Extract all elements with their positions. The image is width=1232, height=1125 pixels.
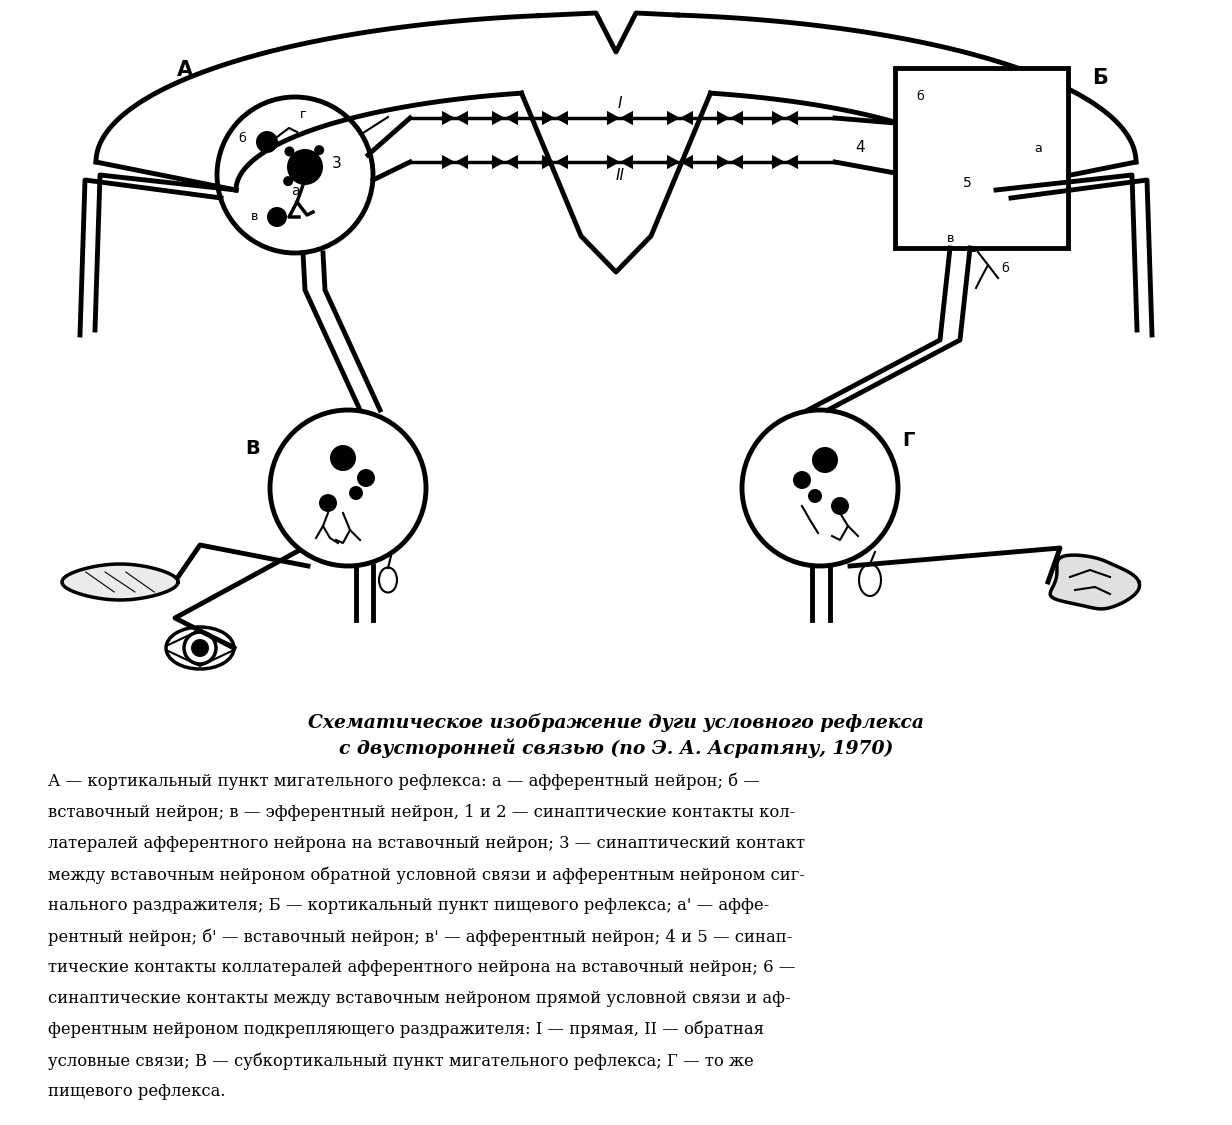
Text: а: а	[291, 184, 299, 198]
Polygon shape	[731, 155, 743, 169]
Circle shape	[999, 165, 1010, 176]
Text: латералей афферентного нейрона на вставочный нейрон; 3 — синаптический контакт: латералей афферентного нейрона на вставо…	[48, 835, 804, 852]
Text: тические контакты коллатералей афферентного нейрона на вставочный нейрон; 6 —: тические контакты коллатералей афферентн…	[48, 958, 796, 976]
Text: 3: 3	[333, 155, 341, 171]
Text: Б: Б	[1092, 68, 1108, 88]
Text: Схематическое изображение дуги условного рефлекса: Схематическое изображение дуги условного…	[308, 712, 924, 731]
Text: I: I	[617, 96, 622, 110]
Circle shape	[832, 497, 849, 515]
Circle shape	[319, 494, 338, 512]
Ellipse shape	[859, 564, 881, 596]
Polygon shape	[542, 111, 554, 125]
Polygon shape	[442, 111, 455, 125]
Circle shape	[808, 489, 822, 503]
Text: в: в	[251, 210, 259, 224]
Circle shape	[1002, 137, 1013, 147]
Circle shape	[287, 148, 323, 184]
Text: вставочный нейрон; в — эфферентный нейрон, 1 и 2 — синаптические контакты кол-: вставочный нейрон; в — эфферентный нейро…	[48, 804, 795, 821]
Polygon shape	[554, 155, 568, 169]
Circle shape	[793, 471, 811, 489]
Polygon shape	[505, 111, 517, 125]
Polygon shape	[620, 155, 633, 169]
Text: б: б	[1002, 261, 1009, 274]
Circle shape	[330, 446, 356, 471]
Polygon shape	[785, 155, 798, 169]
Polygon shape	[680, 111, 692, 125]
Polygon shape	[620, 111, 633, 125]
Text: 5: 5	[962, 176, 971, 190]
Text: А: А	[177, 60, 193, 80]
Circle shape	[256, 130, 278, 153]
Polygon shape	[554, 111, 568, 125]
Text: б: б	[917, 90, 924, 102]
Circle shape	[812, 447, 838, 472]
Ellipse shape	[166, 627, 234, 669]
Text: а: а	[1034, 142, 1042, 154]
Circle shape	[1027, 169, 1037, 179]
Circle shape	[270, 410, 426, 566]
Polygon shape	[62, 564, 177, 600]
Polygon shape	[772, 111, 785, 125]
Text: А — кортикальный пункт мигательного рефлекса: а — афферентный нейрон; б —: А — кортикальный пункт мигательного рефл…	[48, 773, 760, 791]
Text: нального раздражителя; Б — кортикальный пункт пищевого рефлекса; а' — аффе-: нального раздражителя; Б — кортикальный …	[48, 897, 769, 914]
Circle shape	[1004, 142, 1036, 174]
Text: г: г	[299, 108, 307, 122]
Circle shape	[184, 632, 216, 664]
Polygon shape	[717, 111, 731, 125]
Polygon shape	[492, 155, 505, 169]
Polygon shape	[1050, 555, 1140, 609]
Circle shape	[349, 486, 363, 500]
Text: б: б	[238, 132, 246, 144]
Circle shape	[742, 410, 898, 566]
Text: между вставочным нейроном обратной условной связи и афферентным нейроном сиг-: между вставочным нейроном обратной услов…	[48, 866, 804, 883]
Text: рентный нейрон; б' — вставочный нейрон; в' — афферентный нейрон; 4 и 5 — синап-: рентный нейрон; б' — вставочный нейрон; …	[48, 928, 792, 945]
Polygon shape	[455, 155, 468, 169]
Circle shape	[191, 639, 209, 657]
Circle shape	[217, 97, 373, 253]
Polygon shape	[717, 155, 731, 169]
Text: в: в	[947, 232, 955, 244]
Circle shape	[267, 207, 287, 227]
Bar	[894, 68, 1068, 248]
Circle shape	[283, 177, 293, 186]
Polygon shape	[442, 155, 455, 169]
Circle shape	[314, 145, 324, 155]
Circle shape	[961, 228, 986, 252]
Circle shape	[357, 469, 375, 487]
Polygon shape	[772, 155, 785, 169]
Circle shape	[925, 100, 945, 120]
Text: условные связи; В — субкортикальный пункт мигательного рефлекса; Г — то же: условные связи; В — субкортикальный пунк…	[48, 1052, 754, 1070]
Polygon shape	[455, 111, 468, 125]
Polygon shape	[667, 111, 680, 125]
Circle shape	[285, 146, 294, 156]
Text: с двусторонней связью (по Э. А. Асратяну, 1970): с двусторонней связью (по Э. А. Асратяну…	[339, 738, 893, 758]
Ellipse shape	[379, 567, 397, 593]
Polygon shape	[667, 155, 680, 169]
Text: синаптические контакты между вставочным нейроном прямой условной связи и аф-: синаптические контакты между вставочным …	[48, 990, 791, 1007]
Text: В: В	[245, 439, 260, 458]
Polygon shape	[680, 155, 692, 169]
Text: 4: 4	[855, 141, 865, 155]
Polygon shape	[607, 155, 620, 169]
Polygon shape	[542, 155, 554, 169]
Text: II: II	[616, 168, 625, 182]
Text: пищевого рефлекса.: пищевого рефлекса.	[48, 1083, 225, 1100]
Text: Г: Г	[902, 431, 914, 450]
Polygon shape	[731, 111, 743, 125]
Polygon shape	[607, 111, 620, 125]
Polygon shape	[505, 155, 517, 169]
Polygon shape	[492, 111, 505, 125]
Text: ферентным нейроном подкрепляющего раздражителя: I — прямая, II — обратная: ферентным нейроном подкрепляющего раздра…	[48, 1022, 764, 1038]
Polygon shape	[785, 111, 798, 125]
